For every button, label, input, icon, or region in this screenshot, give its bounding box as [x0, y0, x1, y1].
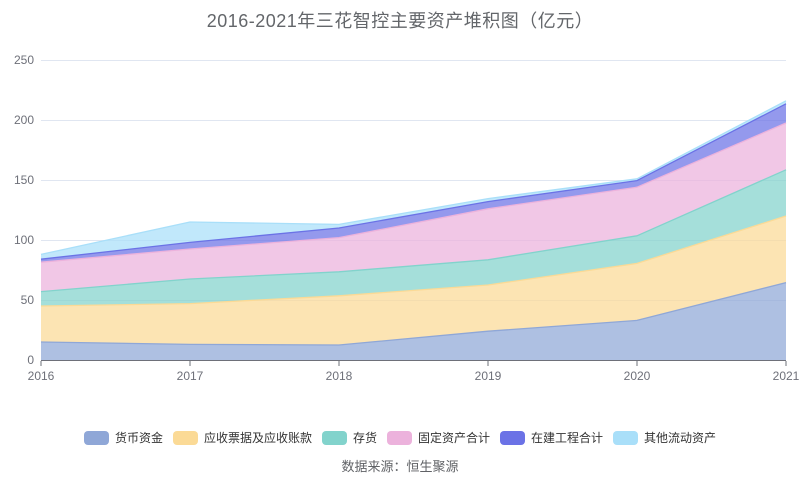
- x-axis-label: 2019: [475, 369, 502, 383]
- y-axis-label: 50: [21, 293, 35, 307]
- legend-label: 其他流动资产: [644, 431, 717, 445]
- legend-swatch-icon: [321, 430, 347, 445]
- area-series-0: [41, 282, 786, 360]
- legend-swatch-icon: [387, 430, 412, 445]
- y-axis-label: 150: [14, 173, 34, 187]
- legend-label: 在建工程合计: [531, 431, 604, 445]
- legend-swatch-icon: [500, 430, 526, 445]
- legend-label: 固定资产合计: [418, 431, 491, 445]
- x-axis-label: 2017: [177, 369, 204, 383]
- legend-item-1[interactable]: 应收票据及应收账款: [172, 429, 312, 446]
- x-axis-label: 2018: [326, 369, 353, 383]
- chart-legend: 货币资金 应收票据及应收账款 存货 固定资产合计 在建工程合计 其他流动资产: [0, 429, 800, 446]
- series-line-2: [40, 169, 787, 293]
- legend-item-3[interactable]: 固定资产合计: [387, 429, 490, 446]
- area-series-1: [41, 216, 786, 345]
- data-source-caption: 数据来源：恒生聚源: [341, 459, 459, 474]
- series-line-1: [40, 215, 787, 307]
- legend-item-0[interactable]: 货币资金: [83, 429, 163, 446]
- y-axis-label: 200: [14, 113, 34, 127]
- legend-item-5[interactable]: 其他流动资产: [613, 429, 716, 446]
- area-series-3: [41, 123, 786, 292]
- legend-label: 货币资金: [114, 431, 163, 445]
- series-line-3: [40, 122, 787, 263]
- x-axis-label: 2021: [773, 369, 800, 383]
- series-line-0: [40, 281, 787, 346]
- area-series-2: [41, 169, 786, 306]
- legend-label: 应收票据及应收账款: [203, 431, 312, 445]
- x-axis-label: 2016: [28, 369, 55, 383]
- legend-item-2[interactable]: 存货: [321, 429, 377, 446]
- series-line-5: [40, 100, 787, 256]
- legend-item-4[interactable]: 在建工程合计: [500, 429, 603, 446]
- legend-swatch-icon: [83, 430, 109, 445]
- legend-swatch-icon: [172, 430, 198, 445]
- y-axis-label: 250: [14, 53, 34, 67]
- area-series-4: [41, 103, 786, 263]
- series-line-4: [40, 103, 787, 260]
- stacked-area-chart: 2016 2017 2018 2019 2020 2021 0 50 100 150 200 250: [14, 53, 800, 383]
- legend-label: 存货: [352, 431, 377, 445]
- x-axis-label: 2020: [624, 369, 651, 383]
- chart-title: 2016-2021年三花智控主要资产堆积图（亿元）: [206, 11, 594, 31]
- legend-swatch-icon: [613, 430, 639, 445]
- y-axis-label: 100: [14, 233, 34, 247]
- y-axis-label: 0: [27, 353, 34, 367]
